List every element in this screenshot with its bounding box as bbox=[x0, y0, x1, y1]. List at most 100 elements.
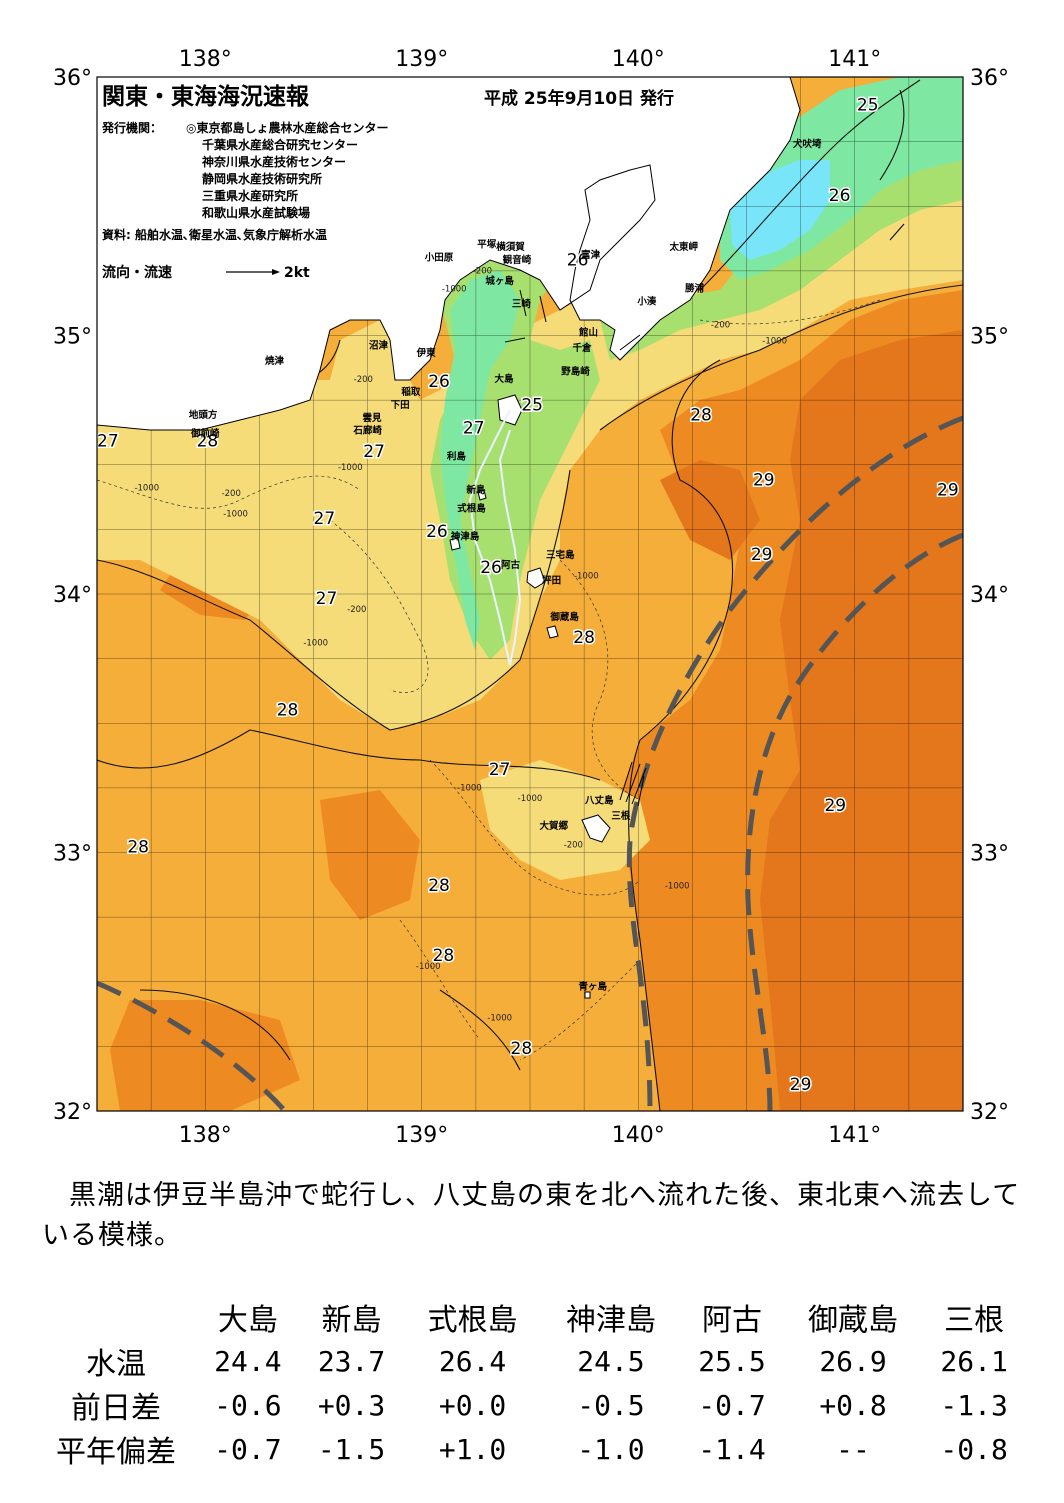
flow-legend-label: 流向・流速 bbox=[102, 264, 172, 281]
isotherm-label: 29 bbox=[751, 545, 773, 565]
table-cell: 25.5 bbox=[698, 1344, 766, 1378]
row-label: 平年偏差 bbox=[56, 1435, 176, 1470]
row-label: 前日差 bbox=[71, 1391, 161, 1426]
honshu-land bbox=[97, 77, 801, 431]
station-header: 神津島 bbox=[565, 1303, 656, 1338]
depth-label: -1000 bbox=[303, 639, 328, 649]
place-label: 小湊 bbox=[636, 295, 657, 307]
depth-label: -1000 bbox=[134, 484, 159, 494]
table-row: 水温 24.4 23.7 26.4 24.5 25.5 26.9 26.1 bbox=[36, 1339, 1026, 1383]
lat-label-right: 33° bbox=[970, 842, 1009, 867]
flow-legend-scale: 2kt bbox=[284, 265, 310, 281]
place-label: 千倉 bbox=[572, 342, 592, 354]
station-header: 新島 bbox=[321, 1303, 382, 1338]
agency-2: 千葉県水産総合研究センター bbox=[202, 137, 358, 152]
depth-contours bbox=[97, 299, 881, 1061]
isotherm-label: 28 bbox=[433, 946, 455, 966]
place-label: 御蔵島 bbox=[549, 611, 579, 623]
place-label: 沼津 bbox=[369, 339, 389, 351]
isotherm-label: 28 bbox=[197, 431, 219, 451]
issue-date: 平成 25年9月10日 発行 bbox=[484, 88, 674, 109]
land bbox=[97, 77, 801, 999]
place-label: 式根島 bbox=[457, 502, 486, 514]
table-cell: -1.5 bbox=[317, 1432, 386, 1466]
depth-label: -200 bbox=[564, 840, 583, 850]
lon-label-top: 139° bbox=[395, 47, 448, 72]
lat-label-left: 36° bbox=[53, 66, 92, 91]
agency-5: 三重県水産研究所 bbox=[202, 188, 298, 203]
isotherm-label: 28 bbox=[573, 628, 595, 648]
table-cell: +0.0 bbox=[438, 1388, 507, 1422]
lon-label-bottom: 140° bbox=[612, 1123, 665, 1148]
place-label: 大島 bbox=[495, 373, 515, 385]
station-header: 大島 bbox=[217, 1303, 278, 1338]
summary-text: 黒潮は伊豆半島沖で蛇行し、八丈島の東を北へ流れた後、東北東へ流去している模様。 bbox=[42, 1176, 1022, 1256]
table-cell: +1.0 bbox=[438, 1432, 507, 1466]
lat-label-right: 35° bbox=[970, 325, 1009, 350]
sst-30-zone bbox=[760, 330, 963, 1111]
lon-label-bottom: 141° bbox=[828, 1123, 881, 1148]
lat-label-right: 36° bbox=[970, 66, 1009, 91]
isotherm-label: 28 bbox=[690, 406, 712, 426]
aogashima-island bbox=[584, 991, 591, 999]
place-label: 下田 bbox=[391, 400, 410, 411]
map-frame bbox=[96, 76, 964, 1112]
depth-label: -1000 bbox=[665, 882, 690, 892]
place-label: 大賀郷 bbox=[540, 820, 569, 832]
mikurajima-island bbox=[546, 625, 559, 639]
depth-label: -1000 bbox=[223, 509, 248, 519]
place-label: 地頭方 bbox=[189, 409, 218, 421]
isotherm-label: 29 bbox=[753, 470, 775, 490]
agency-1: ◎東京都島しょ農林水産総合センター bbox=[186, 120, 388, 135]
place-label: 三崎 bbox=[512, 298, 532, 310]
agency-label: 発行機関： bbox=[101, 120, 162, 135]
table-cell: -0.5 bbox=[577, 1388, 645, 1422]
table-cell: 24.4 bbox=[214, 1344, 282, 1378]
place-label: 坪田 bbox=[542, 575, 561, 587]
depth-label: -1000 bbox=[338, 463, 363, 473]
isotherm-label: 26 bbox=[426, 522, 448, 542]
sea-temperature-map: 25 26 26 26 25 28 27 28 27 27 29 29 27 26 29 26 27 28 28 27… bbox=[53, 47, 1009, 1148]
table-cell: -0.8 bbox=[940, 1432, 1008, 1466]
hachijojima-island bbox=[581, 814, 611, 843]
place-label: 稲取 bbox=[401, 386, 421, 398]
station-header: 阿古 bbox=[702, 1303, 762, 1338]
depth-label: -200 bbox=[347, 605, 366, 615]
isotherm-label: 29 bbox=[937, 481, 959, 501]
place-label: 焼津 bbox=[265, 355, 285, 367]
isotherm-label: 29 bbox=[824, 796, 846, 816]
agency-4: 静岡県水産技術研究所 bbox=[202, 171, 322, 186]
flow-legend-arrowhead bbox=[272, 269, 280, 275]
table-cell: 26.4 bbox=[438, 1344, 507, 1378]
place-label: 石廊崎 bbox=[352, 425, 382, 437]
depth-label: -1000 bbox=[487, 1014, 512, 1024]
isotherm-label: 27 bbox=[463, 419, 485, 439]
table-cell: 26.9 bbox=[819, 1344, 887, 1378]
isotherm-label: 28 bbox=[428, 876, 450, 896]
isotherm-label: 29 bbox=[790, 1075, 812, 1095]
isotherm-label: 25 bbox=[857, 95, 879, 115]
map-area: 25 26 26 26 25 28 27 28 27 27 29 29 27 26 29 26 27 28 28 27… bbox=[97, 77, 963, 1111]
lat-label-left: 34° bbox=[53, 583, 92, 608]
isotherm-label: 28 bbox=[511, 1039, 533, 1059]
place-label: 三宅島 bbox=[546, 549, 575, 561]
place-label: 勝浦 bbox=[685, 283, 705, 295]
table-row: 平年偏差 -0.7 -1.5 +1.0 -1.0 -1.4 -- -0.8 bbox=[36, 1427, 1026, 1471]
depth-label: -1000 bbox=[457, 783, 482, 793]
isotherm-label: 27 bbox=[314, 509, 336, 529]
sst-29-zone bbox=[320, 790, 420, 920]
table-body: 水温 24.4 23.7 26.4 24.5 25.5 26.9 26.1 前日差 -0.6 +0.… bbox=[36, 1339, 1026, 1471]
lon-label-top: 141° bbox=[828, 47, 881, 72]
table-row: 前日差 -0.6 +0.3 +0.0 -0.5 -0.7 +0.8 -1.3 bbox=[36, 1383, 1026, 1427]
place-label: 伊東 bbox=[416, 347, 437, 359]
lon-label-bottom: 138° bbox=[179, 1123, 232, 1148]
table-cell: 24.5 bbox=[577, 1344, 645, 1378]
isotherm-label: 26 bbox=[428, 372, 450, 392]
place-label: 横須賀 bbox=[496, 241, 525, 253]
table-cell: 26.1 bbox=[940, 1344, 1008, 1378]
depth-label: -200 bbox=[711, 321, 730, 331]
station-temperature-table: 大島 新島 式根島 神津島 阿古 御蔵島 三根 水温 24.4 23.7 26.4 24.5 25.5… bbox=[36, 1295, 1026, 1471]
isotherm-label: 27 bbox=[316, 589, 338, 609]
isotherm-label: 27 bbox=[363, 442, 385, 462]
flow-vectors bbox=[504, 223, 905, 807]
